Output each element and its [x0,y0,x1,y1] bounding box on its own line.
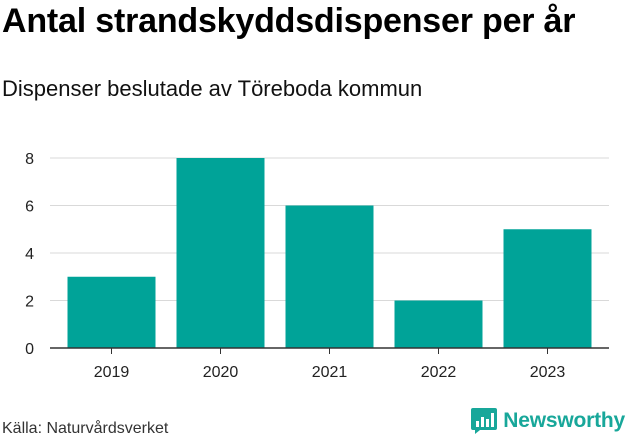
newsworthy-logo-icon [471,408,498,434]
y-tick-label: 8 [25,151,34,168]
y-tick-label: 4 [25,246,34,263]
bar-2022 [394,300,483,348]
bar-2021 [285,205,374,348]
x-tick-label: 2021 [312,364,348,381]
bar-2020 [176,158,265,348]
y-tick-label: 0 [25,341,34,358]
x-tick-label: 2023 [530,364,566,381]
y-tick-label: 2 [25,294,34,311]
bar-2023 [503,229,592,348]
axes: 0 2 4 6 8 2019 2020 2021 2022 2023 [25,151,609,381]
brand-name: Newsworthy [503,409,625,432]
bar-2019 [67,276,156,348]
y-tick-label: 6 [25,199,34,216]
x-tick-label: 2019 [94,364,130,381]
bars [67,158,592,348]
x-tick-label: 2020 [203,364,239,381]
chart-subtitle: Dispenser beslutade av Töreboda kommun [2,76,423,101]
chart-title: Antal strandskyddsdispenser per år [2,2,576,40]
source-note: Källa: Naturvårdsverket [2,420,169,437]
x-tick-label: 2022 [421,364,457,381]
brand-logo: Newsworthy [471,408,625,434]
